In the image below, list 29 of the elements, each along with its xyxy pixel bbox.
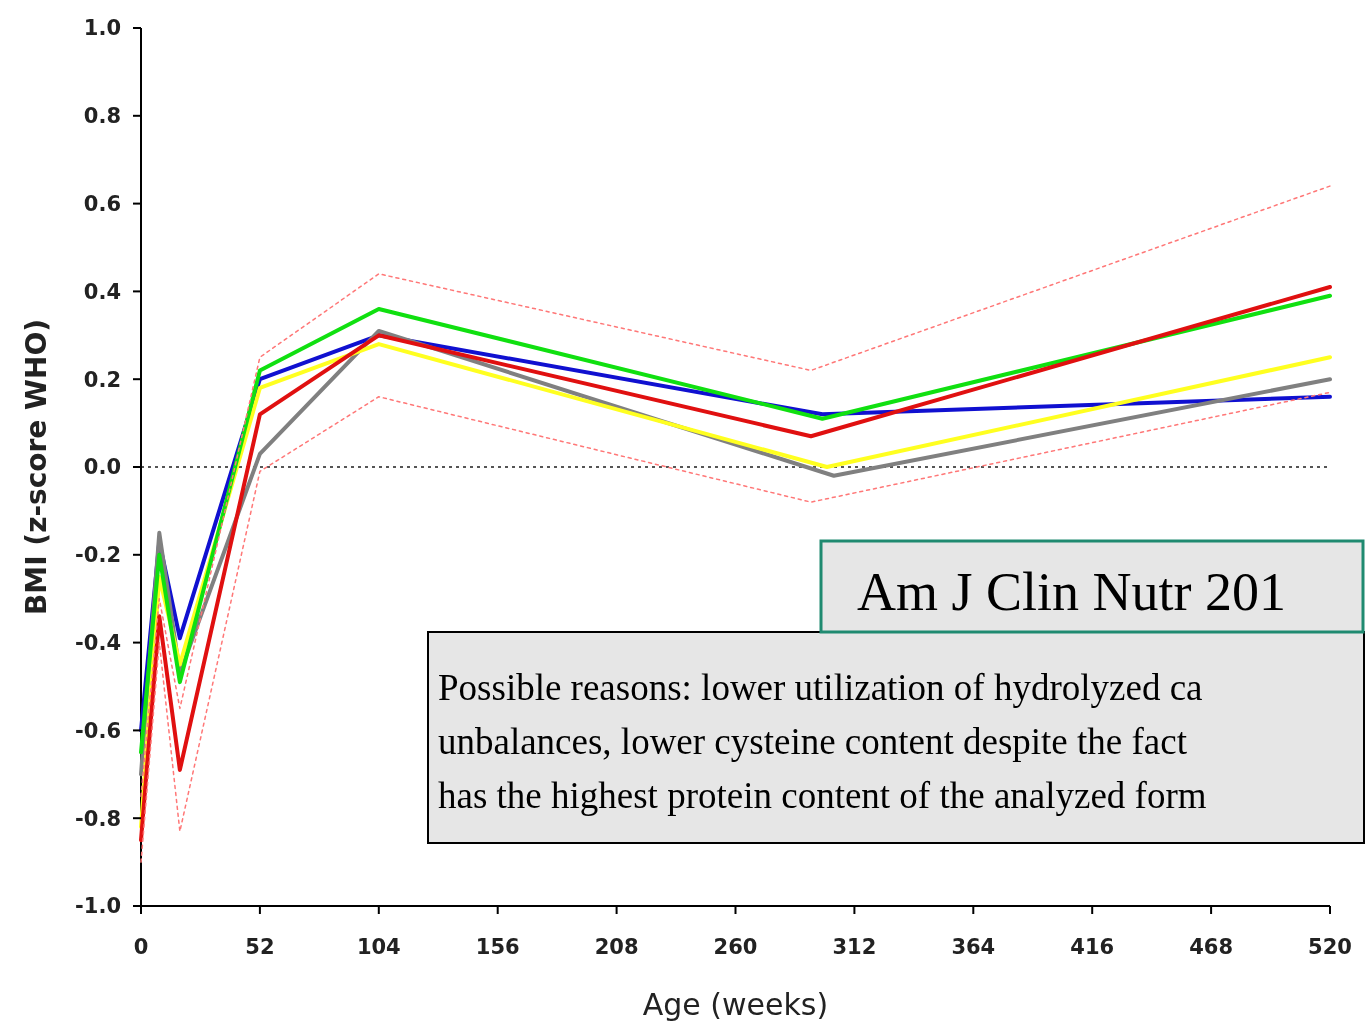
y-tick-label: 0.8 — [83, 104, 121, 129]
x-tick-label: 0 — [133, 935, 149, 959]
y-tick-label: 0.2 — [83, 367, 121, 392]
y-tick-label: -0.6 — [75, 718, 121, 743]
x-tick-label: 416 — [1070, 935, 1115, 959]
citation-box: Am J Clin Nutr 201 — [819, 539, 1365, 634]
y-tick-label: 1.0 — [83, 16, 121, 41]
line-series — [140, 391, 1331, 863]
y-tick-label: -0.8 — [75, 806, 121, 831]
x-tick-label: 156 — [475, 935, 520, 959]
y-tick-label: 0.0 — [83, 455, 121, 480]
x-tick-label: 52 — [245, 935, 275, 959]
x-tick-label: 208 — [594, 935, 639, 959]
x-tick-label: 104 — [356, 935, 401, 959]
annotation: Am J Clin Nutr 201 — [857, 562, 1287, 622]
y-tick-label: 0.6 — [83, 191, 121, 216]
x-axis-title: Age (weeks) — [642, 987, 829, 1022]
x-tick-label: 520 — [1308, 935, 1352, 959]
y-tick-label: -0.2 — [75, 543, 121, 568]
x-tick-label: 260 — [713, 935, 758, 959]
x-tick-label: 468 — [1189, 935, 1234, 959]
y-tick-label: -0.4 — [75, 630, 121, 655]
y-tick-label: -1.0 — [75, 894, 121, 919]
y-axis-title: BMI (z-score WHO) — [20, 318, 53, 616]
note-box: Possible reasons: lower utilization of hydrolyzed ca unbalances, lower cysteine content despite the fact has the highest protein content of the analyzed form — [427, 631, 1365, 844]
x-tick-label: 312 — [832, 935, 877, 959]
x-tick-label: 364 — [951, 935, 996, 959]
y-tick-label: 0.4 — [83, 279, 121, 304]
annotation: Possible reasons: lower utilization of hydrolyzed ca unbalances, lower cysteine content despite the fact has the highest protein content of the analyzed form — [438, 667, 1207, 816]
